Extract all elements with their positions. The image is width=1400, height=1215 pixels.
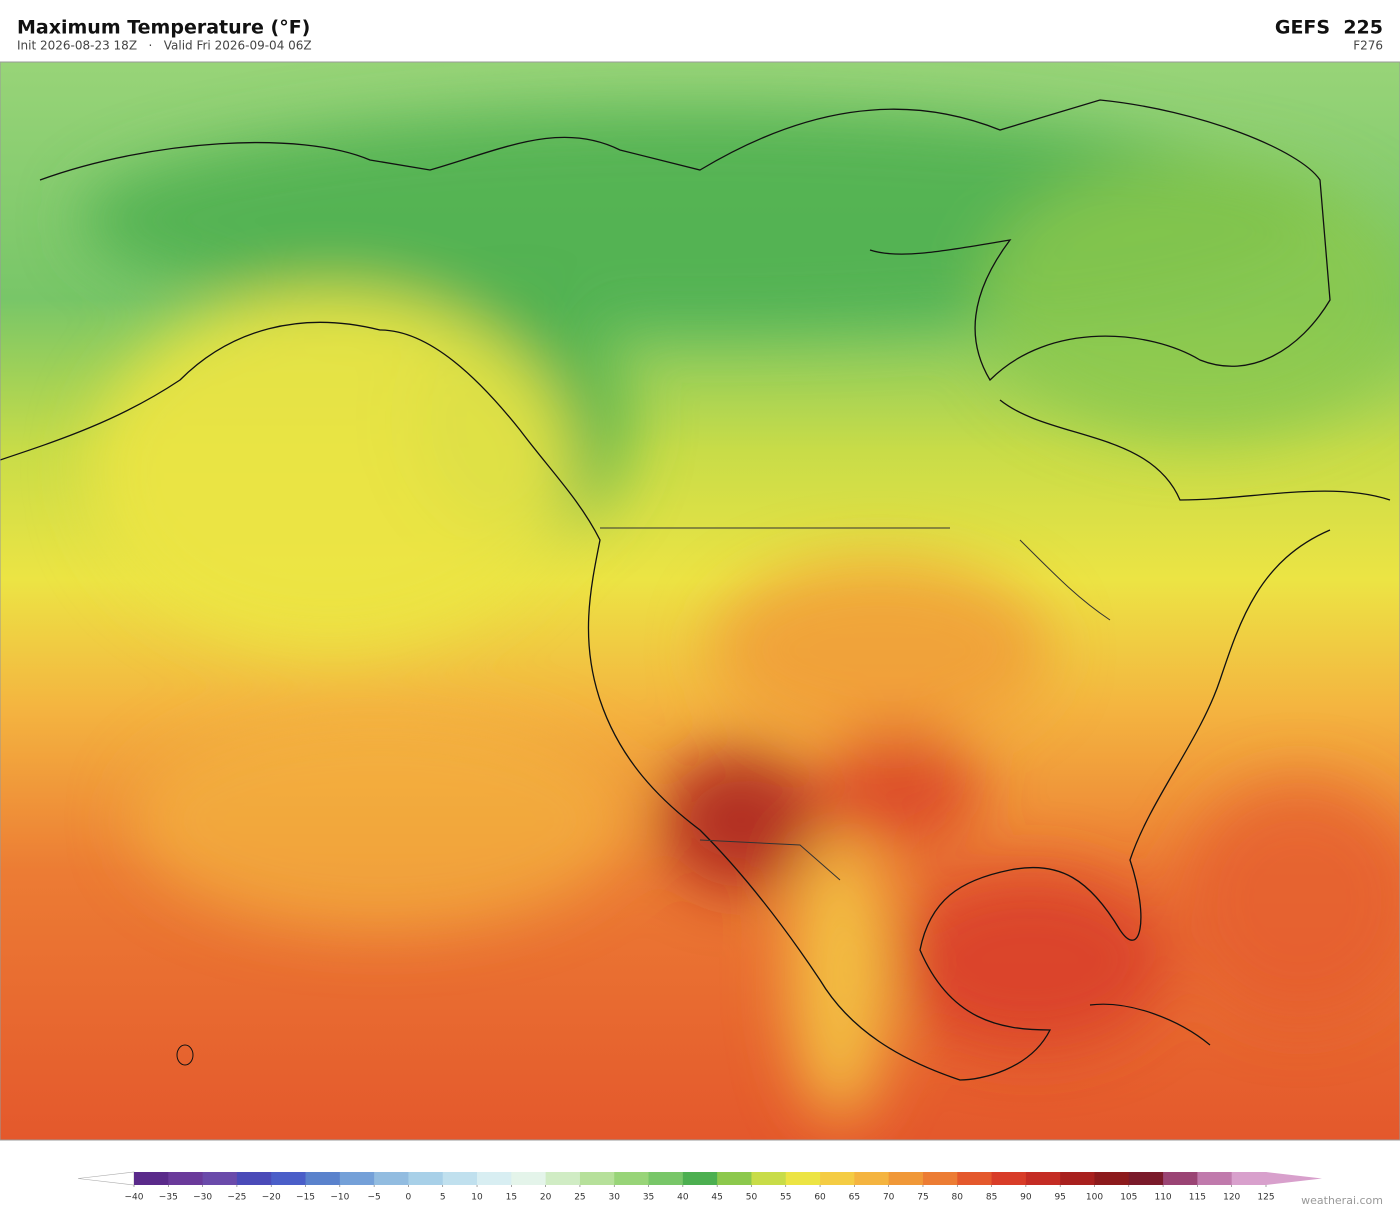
colorbar-bin [134,1172,169,1185]
colorbar-bin [305,1172,341,1185]
colorbar-bin [922,1172,958,1185]
colorbar-tick-label: 110 [1154,1193,1171,1203]
colorbar-over [1266,1172,1322,1185]
borders [600,527,1111,881]
subtitle: Init 2026-08-23 18Z · Valid Fri 2026-09-… [17,39,312,53]
cuba [1089,1003,1211,1046]
colorbar-bin [442,1172,478,1185]
colorbar-bin [168,1172,204,1185]
colorbar-tick-label: 100 [1086,1193,1103,1203]
coastline [0,99,1391,1081]
colorbar-tick-label: 15 [506,1193,517,1203]
colorbar-tick-label: 65 [849,1193,860,1203]
map-frame [0,61,1400,1141]
colorbar-tick-label: 70 [883,1193,895,1203]
colorbar-bin [614,1172,650,1185]
colorbar-tick-label: 35 [643,1193,654,1203]
colorbar-tick-label: 40 [677,1193,689,1203]
colorbar-tick-label: 85 [986,1193,997,1203]
colorbar-bin [751,1172,787,1185]
colorbar-tick-label: 20 [540,1193,552,1203]
forecast-hour: F276 [1353,39,1383,53]
colorbar-bin [820,1172,855,1185]
colorbar-bin [477,1172,512,1185]
colorbar-tick-label: 75 [917,1193,928,1203]
colorbar-bin [1025,1172,1061,1185]
colorbar-tick-label: 120 [1223,1193,1240,1203]
colorbar-tick-label: 60 [814,1193,826,1203]
hawaii [176,1044,194,1066]
colorbar-bin [957,1172,993,1185]
colorbar-tick-label: −10 [330,1193,349,1203]
colorbar-tick-label: 80 [952,1193,964,1203]
colorbar-bin [339,1172,375,1185]
temperature-field [0,62,1400,1140]
colorbar-tick-label: 50 [746,1193,758,1203]
colorbar-bin [511,1172,547,1185]
colorbar-tick-label: −30 [193,1193,212,1203]
colorbar-bin [1128,1172,1164,1185]
colorbar-tick-label: −20 [262,1193,281,1203]
colorbar-tick-label: 5 [440,1193,446,1203]
colorbar-bin [854,1172,890,1185]
colorbar-tick-label: 55 [780,1193,791,1203]
colorbar-tick-label: 25 [574,1193,585,1203]
colorbar-bin [1197,1172,1233,1185]
colorbar-tick-label: 45 [711,1193,722,1203]
colorbar-tick-label: −25 [227,1193,246,1203]
colorbar-tick-label: 105 [1120,1193,1137,1203]
colorbar: −40 −35 −30 −25 −20 −15 −10 −5 0 5 10 15 20 25 30 35 40 4… [77,1171,1322,1203]
colorbar-tick-label: 115 [1189,1193,1206,1203]
credit: weatherai.com [1301,1194,1383,1207]
colorbar-bin [1060,1172,1095,1185]
colorbar-bin [682,1172,718,1185]
colorbar-bin [1231,1172,1267,1185]
colorbar-bin [408,1172,444,1185]
model-label: GEFS 225 [1275,17,1383,39]
colorbar-tick-label: 125 [1257,1193,1274,1203]
title: Maximum Temperature (°F) [17,17,310,39]
colorbar-tick-label: −35 [159,1193,178,1203]
colorbar-tick-label: −15 [296,1193,315,1203]
colorbar-tick-label: −40 [125,1193,144,1203]
colorbar-bin [717,1172,752,1185]
colorbar-tick-label: 30 [609,1193,621,1203]
colorbar-bin [271,1172,307,1185]
colorbar-tick-label: 0 [406,1193,412,1203]
colorbar-under [77,1171,135,1186]
colorbar-bin [1094,1172,1130,1185]
colorbar-tick-label: 90 [1020,1193,1032,1203]
colorbar-tick-label: 10 [471,1193,483,1203]
colorbar-tick-label: −5 [367,1193,380,1203]
colorbar-bin [374,1172,409,1185]
colorbar-bin [202,1172,238,1185]
colorbar-bin [545,1172,581,1185]
colorbar-bin [785,1172,821,1185]
colorbar-bin [648,1172,684,1185]
colorbar-bin [888,1172,924,1185]
colorbar-bin [236,1172,272,1185]
field-blobs [80,110,1400,1120]
colorbar-bin [1163,1172,1198,1185]
colorbar-bin [991,1172,1027,1185]
colorbar-tick-label: 95 [1054,1193,1065,1203]
colorbar-bin [579,1172,615,1185]
